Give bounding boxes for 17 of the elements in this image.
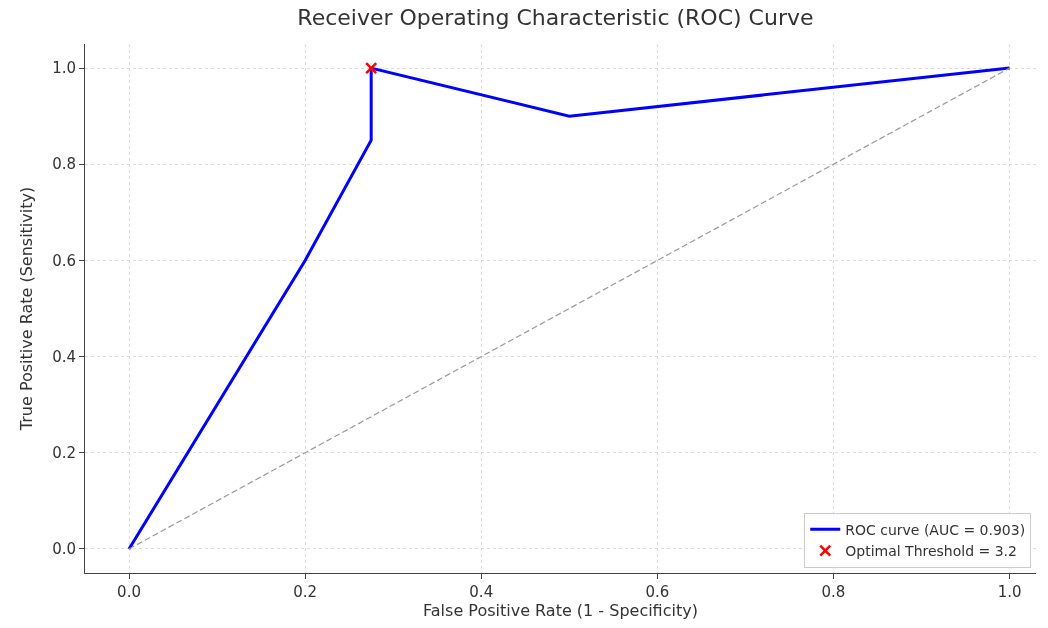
x-tick-label: 0.0 bbox=[117, 583, 141, 601]
y-tick-label: 0.6 bbox=[52, 251, 76, 270]
x-tick-label: 0.4 bbox=[469, 583, 494, 601]
legend-label: ROC curve (AUC = 0.903) bbox=[845, 521, 1026, 538]
chart-title: Receiver Operating Characteristic (ROC) Curve bbox=[297, 4, 814, 30]
x-axis-title: False Positive Rate (1 - Specificity) bbox=[423, 601, 698, 620]
x-tick-label: 0.2 bbox=[293, 583, 318, 601]
y-tick-label: 1.0 bbox=[52, 59, 76, 78]
y-tick-label: 0.4 bbox=[52, 347, 76, 366]
legend-label: Optimal Threshold = 3.2 bbox=[845, 542, 1017, 559]
y-tick-label: 0.8 bbox=[52, 155, 76, 174]
y-tick-label: 0.2 bbox=[52, 444, 76, 463]
y-tick-label: 0.0 bbox=[52, 540, 76, 559]
x-tick-label: 1.0 bbox=[997, 583, 1022, 601]
y-axis-title: True Positive Rate (Sensitivity) bbox=[17, 186, 37, 432]
x-tick-label: 0.8 bbox=[821, 583, 846, 601]
x-tick-label: 0.6 bbox=[645, 583, 670, 601]
